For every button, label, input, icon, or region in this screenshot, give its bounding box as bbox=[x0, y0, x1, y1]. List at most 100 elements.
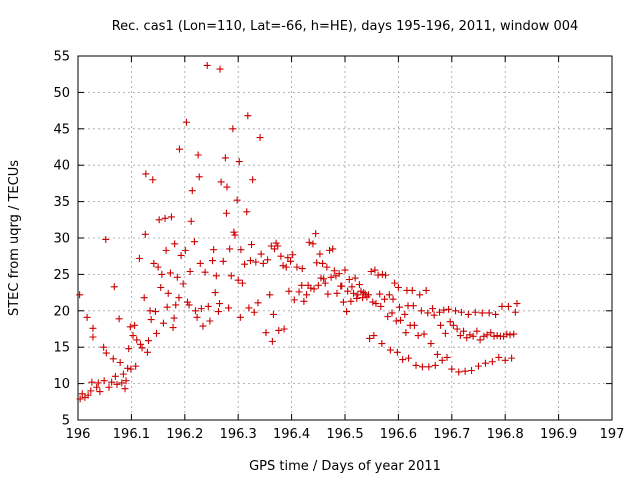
data-point-marker bbox=[476, 336, 484, 344]
data-point-marker bbox=[195, 173, 203, 181]
data-point-marker bbox=[201, 268, 209, 276]
data-point-marker bbox=[182, 118, 190, 126]
data-point-marker bbox=[111, 372, 119, 380]
data-point-marker bbox=[452, 307, 460, 315]
data-point-marker bbox=[427, 340, 435, 348]
data-point-marker bbox=[402, 329, 410, 337]
data-point-marker bbox=[166, 269, 174, 277]
data-point-marker bbox=[102, 349, 110, 357]
data-point-marker bbox=[320, 275, 328, 283]
data-point-marker bbox=[293, 263, 301, 271]
data-point-marker bbox=[275, 326, 283, 334]
data-point-marker bbox=[211, 289, 219, 297]
data-point-marker bbox=[132, 362, 140, 370]
data-point-marker bbox=[151, 308, 159, 316]
data-point-marker bbox=[248, 241, 256, 249]
data-point-marker bbox=[209, 257, 217, 265]
data-point-marker bbox=[141, 230, 149, 238]
data-point-marker bbox=[89, 333, 97, 341]
data-point-marker bbox=[150, 259, 158, 267]
data-point-marker bbox=[105, 383, 113, 391]
data-point-marker bbox=[485, 309, 493, 317]
data-point-marker bbox=[369, 298, 377, 306]
data-point-marker bbox=[179, 280, 187, 288]
data-point-marker bbox=[440, 306, 448, 314]
data-point-marker bbox=[495, 353, 503, 361]
data-point-marker bbox=[259, 259, 267, 267]
data-points-layer bbox=[76, 61, 521, 403]
data-point-marker bbox=[193, 313, 201, 321]
data-point-marker bbox=[78, 390, 86, 398]
data-point-marker bbox=[210, 246, 218, 254]
data-point-marker bbox=[226, 245, 234, 253]
x-tick-label: 196.1 bbox=[113, 427, 150, 442]
x-tick-label: 196.7 bbox=[433, 427, 470, 442]
data-point-marker bbox=[135, 254, 143, 262]
data-point-marker bbox=[109, 355, 117, 363]
data-point-marker bbox=[377, 302, 385, 310]
data-point-marker bbox=[381, 295, 389, 303]
data-point-marker bbox=[503, 330, 511, 338]
data-point-marker bbox=[430, 311, 438, 319]
data-point-marker bbox=[330, 267, 338, 275]
data-point-marker bbox=[214, 308, 222, 316]
data-point-marker bbox=[487, 329, 495, 337]
data-point-marker bbox=[290, 296, 298, 304]
data-point-marker bbox=[448, 365, 456, 373]
data-point-marker bbox=[216, 300, 224, 308]
data-point-marker bbox=[76, 291, 84, 299]
data-point-marker bbox=[252, 258, 260, 266]
data-point-marker bbox=[96, 388, 104, 396]
data-point-marker bbox=[319, 259, 327, 267]
data-point-marker bbox=[360, 289, 368, 297]
data-point-marker bbox=[217, 178, 225, 186]
data-point-marker bbox=[384, 313, 392, 321]
data-point-marker bbox=[131, 321, 139, 329]
data-point-marker bbox=[395, 303, 403, 311]
data-point-marker bbox=[262, 329, 270, 337]
data-point-marker bbox=[510, 330, 518, 338]
data-point-marker bbox=[146, 307, 154, 315]
data-point-marker bbox=[478, 309, 486, 317]
data-point-marker bbox=[230, 228, 238, 236]
data-point-marker bbox=[323, 263, 331, 271]
data-point-marker bbox=[94, 379, 102, 387]
data-point-marker bbox=[171, 240, 179, 248]
data-point-marker bbox=[167, 213, 175, 221]
data-point-marker bbox=[196, 259, 204, 267]
data-point-marker bbox=[246, 257, 254, 265]
data-point-marker bbox=[372, 300, 380, 308]
data-point-marker bbox=[493, 332, 501, 340]
y-tick-label: 35 bbox=[53, 195, 70, 210]
data-point-marker bbox=[492, 310, 500, 318]
data-point-marker bbox=[420, 330, 428, 338]
data-point-marker bbox=[110, 283, 118, 291]
chart-title: Rec. cas1 (Lon=110, Lat=-66, h=HE), days… bbox=[112, 19, 579, 34]
data-point-marker bbox=[305, 238, 313, 246]
data-point-marker bbox=[431, 361, 439, 369]
data-point-marker bbox=[309, 240, 317, 248]
data-point-marker bbox=[366, 334, 374, 342]
data-point-marker bbox=[310, 285, 318, 293]
data-point-marker bbox=[389, 295, 397, 303]
data-point-marker bbox=[229, 125, 237, 133]
data-point-marker bbox=[345, 275, 353, 283]
data-point-marker bbox=[300, 297, 308, 305]
data-point-marker bbox=[436, 308, 444, 316]
data-point-marker bbox=[88, 378, 96, 386]
data-point-marker bbox=[501, 356, 509, 364]
data-point-marker bbox=[353, 294, 361, 302]
data-point-marker bbox=[455, 368, 463, 376]
data-point-marker bbox=[188, 187, 196, 195]
data-point-marker bbox=[163, 303, 171, 311]
data-point-marker bbox=[471, 308, 479, 316]
data-point-marker bbox=[162, 246, 170, 254]
data-point-marker bbox=[469, 332, 477, 340]
data-point-marker bbox=[266, 291, 274, 299]
data-point-marker bbox=[424, 309, 432, 317]
data-point-marker bbox=[457, 308, 465, 316]
data-point-marker bbox=[285, 287, 293, 295]
data-point-marker bbox=[250, 308, 258, 316]
